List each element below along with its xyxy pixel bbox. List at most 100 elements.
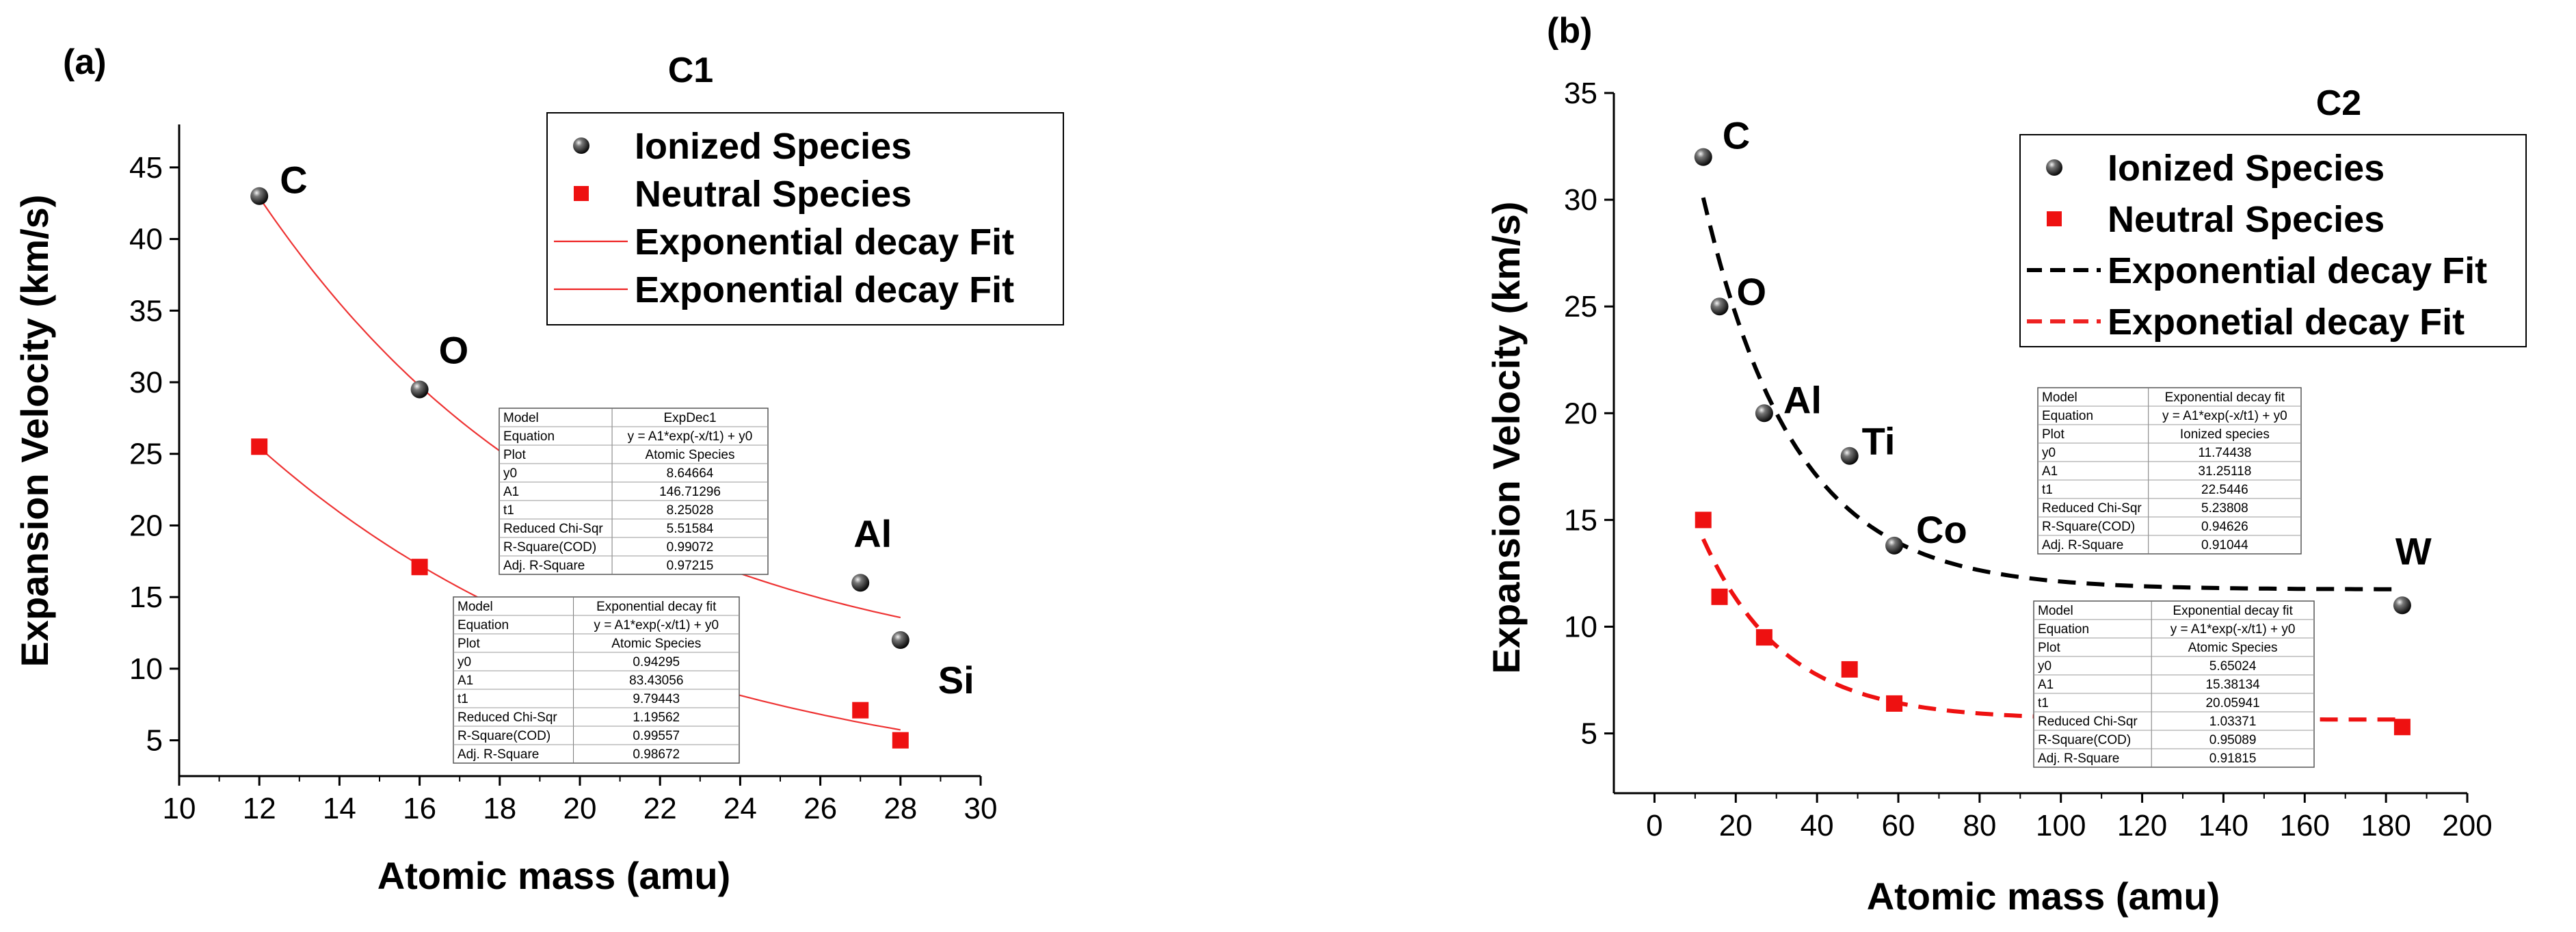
table-cell-value: 8.64664: [667, 466, 714, 481]
ionized-point: [1710, 297, 1729, 316]
table-cell-key: Adj. R-Square: [2042, 538, 2123, 552]
table-cell-key: Plot: [2038, 641, 2060, 655]
x-tick-label: 10: [163, 792, 196, 825]
table-cell-value: 31.25118: [2198, 464, 2251, 479]
legend-label: Ionized Species: [635, 126, 912, 167]
table-cell-key: Reduced Chi-Sqr: [503, 522, 603, 536]
table-cell-value: 0.99557: [633, 729, 680, 743]
legend-label: Ionized Species: [2108, 148, 2385, 189]
element-label: Co: [1916, 508, 1967, 551]
neutral-point: [892, 732, 909, 749]
table-cell-key: Equation: [2038, 622, 2089, 637]
x-tick-label: 22: [643, 792, 677, 825]
table-cell-key: R-Square(COD): [457, 729, 550, 743]
table-cell-value: Exponential decay fit: [2165, 390, 2285, 405]
chart-title: C1: [668, 51, 713, 90]
table-cell-key: Reduced Chi-Sqr: [457, 710, 557, 725]
table-border: [499, 408, 769, 575]
table-cell-value: y = A1*exp(-x/t1) + y0: [2170, 622, 2296, 637]
table-cell-key: Model: [457, 600, 493, 614]
fit-parameter-table: Model Exponential decay fit Equation y = A1…: [453, 596, 740, 764]
table-cell-value: 15.38134: [2205, 678, 2260, 692]
y-tick-label: 10: [129, 652, 163, 686]
legend-box: [546, 112, 1064, 325]
table-cell-key: t1: [2038, 696, 2049, 710]
neutral-point: [1886, 695, 1903, 712]
y-tick-label: 45: [129, 151, 163, 185]
table-cell-key: Model: [503, 411, 539, 425]
y-tick-label: 15: [1564, 503, 1597, 537]
x-tick-label: 30: [964, 792, 998, 825]
y-tick-label: 5: [1581, 717, 1597, 751]
y-tick-label: 30: [129, 366, 163, 399]
x-tick-label: 24: [723, 792, 757, 825]
x-tick-label: 12: [243, 792, 276, 825]
y-tick-label: 35: [1564, 77, 1597, 110]
y-tick-label: 10: [1564, 610, 1597, 643]
x-tick-label: 180: [2361, 809, 2411, 842]
ionized-point: [851, 574, 870, 592]
legend-sphere-swatch: [2046, 159, 2062, 176]
x-tick-label: 26: [804, 792, 837, 825]
ionized-point: [891, 631, 909, 650]
table-cell-key: R-Square(COD): [2042, 520, 2135, 534]
chart-panel-b: 0 20 40 60 80 100 120 140 160 180 200 5 10 15 20 25 30 35…: [1485, 11, 2527, 918]
table-cell-key: Reduced Chi-Sqr: [2038, 715, 2138, 729]
legend-label: Neutral Species: [635, 174, 912, 215]
x-tick-label: 20: [1719, 809, 1753, 842]
table-cell-value: 5.23808: [2201, 501, 2248, 516]
table-cell-value: 22.5446: [2201, 483, 2248, 497]
table-cell-key: Equation: [457, 618, 509, 633]
table-cell-value: 0.91815: [2209, 751, 2257, 766]
element-label: C: [280, 159, 307, 202]
table-cell-value: 0.97215: [667, 559, 714, 573]
fit-curve-neutral: [1701, 538, 2402, 722]
y-axis-label: Expansion Velocity (km/s): [1485, 202, 1528, 674]
table-cell-key: Equation: [503, 429, 555, 444]
table-cell-value: 0.98672: [633, 747, 680, 762]
legend-box: [2019, 134, 2527, 347]
table-cell-value: 5.51584: [667, 522, 714, 536]
y-tick-label: 35: [129, 294, 163, 328]
table-cell-value: 11.74438: [2198, 446, 2251, 460]
table-cell-key: A1: [503, 485, 519, 499]
element-label: O: [439, 328, 469, 371]
table-cell-key: Model: [2038, 604, 2073, 618]
table-cell-value: Atomic Species: [646, 448, 735, 462]
table-cell-key: R-Square(COD): [2038, 733, 2131, 747]
neutral-point: [1711, 588, 1728, 605]
x-tick-label: 40: [1801, 809, 1834, 842]
x-tick-label: 16: [403, 792, 436, 825]
element-label: W: [2395, 529, 2432, 572]
x-tick-label: 160: [2280, 809, 2330, 842]
ionized-point: [1694, 148, 1712, 166]
y-tick-label: 20: [129, 509, 163, 542]
table-cell-value: 20.05941: [2205, 696, 2259, 710]
table-cell-value: y = A1*exp(-x/t1) + y0: [594, 618, 719, 633]
x-tick-label: 0: [1646, 809, 1662, 842]
table-cell-key: t1: [2042, 483, 2053, 497]
table-border: [2037, 387, 2302, 555]
x-tick-label: 20: [563, 792, 597, 825]
table-cell-value: 0.91044: [2201, 538, 2248, 552]
element-label: Si: [938, 658, 974, 702]
table-cell-value: y = A1*exp(-x/t1) + y0: [628, 429, 753, 444]
element-label: Al: [853, 512, 892, 555]
table-cell-key: R-Square(COD): [503, 540, 596, 555]
table-cell-value: 0.99072: [667, 540, 714, 555]
table-cell-value: 1.19562: [633, 710, 680, 725]
element-label: O: [1737, 270, 1767, 313]
neutral-point: [411, 559, 428, 576]
ionized-point: [1840, 447, 1859, 465]
table-cell-value: 0.94295: [633, 655, 680, 669]
table-border: [2033, 600, 2315, 768]
table-cell-value: 1.03371: [2209, 715, 2257, 729]
table-cell-key: Adj. R-Square: [457, 747, 539, 762]
legend-label: Exponential decay Fit: [635, 222, 1014, 263]
ionized-point: [1885, 536, 1904, 555]
legend-label: Exponential decay Fit: [2108, 250, 2487, 291]
x-tick-label: 18: [483, 792, 516, 825]
table-cell-key: Reduced Chi-Sqr: [2042, 501, 2142, 516]
x-tick-label: 80: [1963, 809, 1996, 842]
